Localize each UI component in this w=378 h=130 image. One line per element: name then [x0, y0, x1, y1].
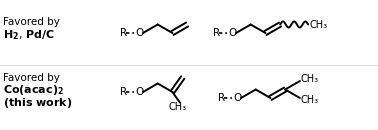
Text: $\mathit{\mathbf{Co(acac)_2}}$: $\mathit{\mathbf{Co(acac)_2}}$	[3, 83, 64, 97]
Text: $\mathit{\mathbf{(this\ work)}}$: $\mathit{\mathbf{(this\ work)}}$	[3, 96, 72, 110]
Text: R: R	[120, 28, 127, 38]
Text: $\mathbf{H_2}$, $\mathbf{Pd/C}$: $\mathbf{H_2}$, $\mathbf{Pd/C}$	[3, 28, 55, 42]
Text: R: R	[213, 28, 220, 38]
Text: Favored by: Favored by	[3, 17, 60, 27]
Text: CH₃: CH₃	[169, 102, 187, 112]
Text: Favored by: Favored by	[3, 73, 60, 83]
Text: R: R	[218, 93, 225, 103]
Text: R: R	[120, 87, 127, 97]
Text: CH₃: CH₃	[301, 74, 319, 84]
Text: O: O	[135, 28, 143, 38]
Text: O: O	[233, 93, 241, 103]
Text: CH₃: CH₃	[309, 20, 327, 30]
Text: O: O	[228, 28, 236, 38]
Text: O: O	[135, 87, 143, 97]
Text: CH₃: CH₃	[301, 95, 319, 105]
